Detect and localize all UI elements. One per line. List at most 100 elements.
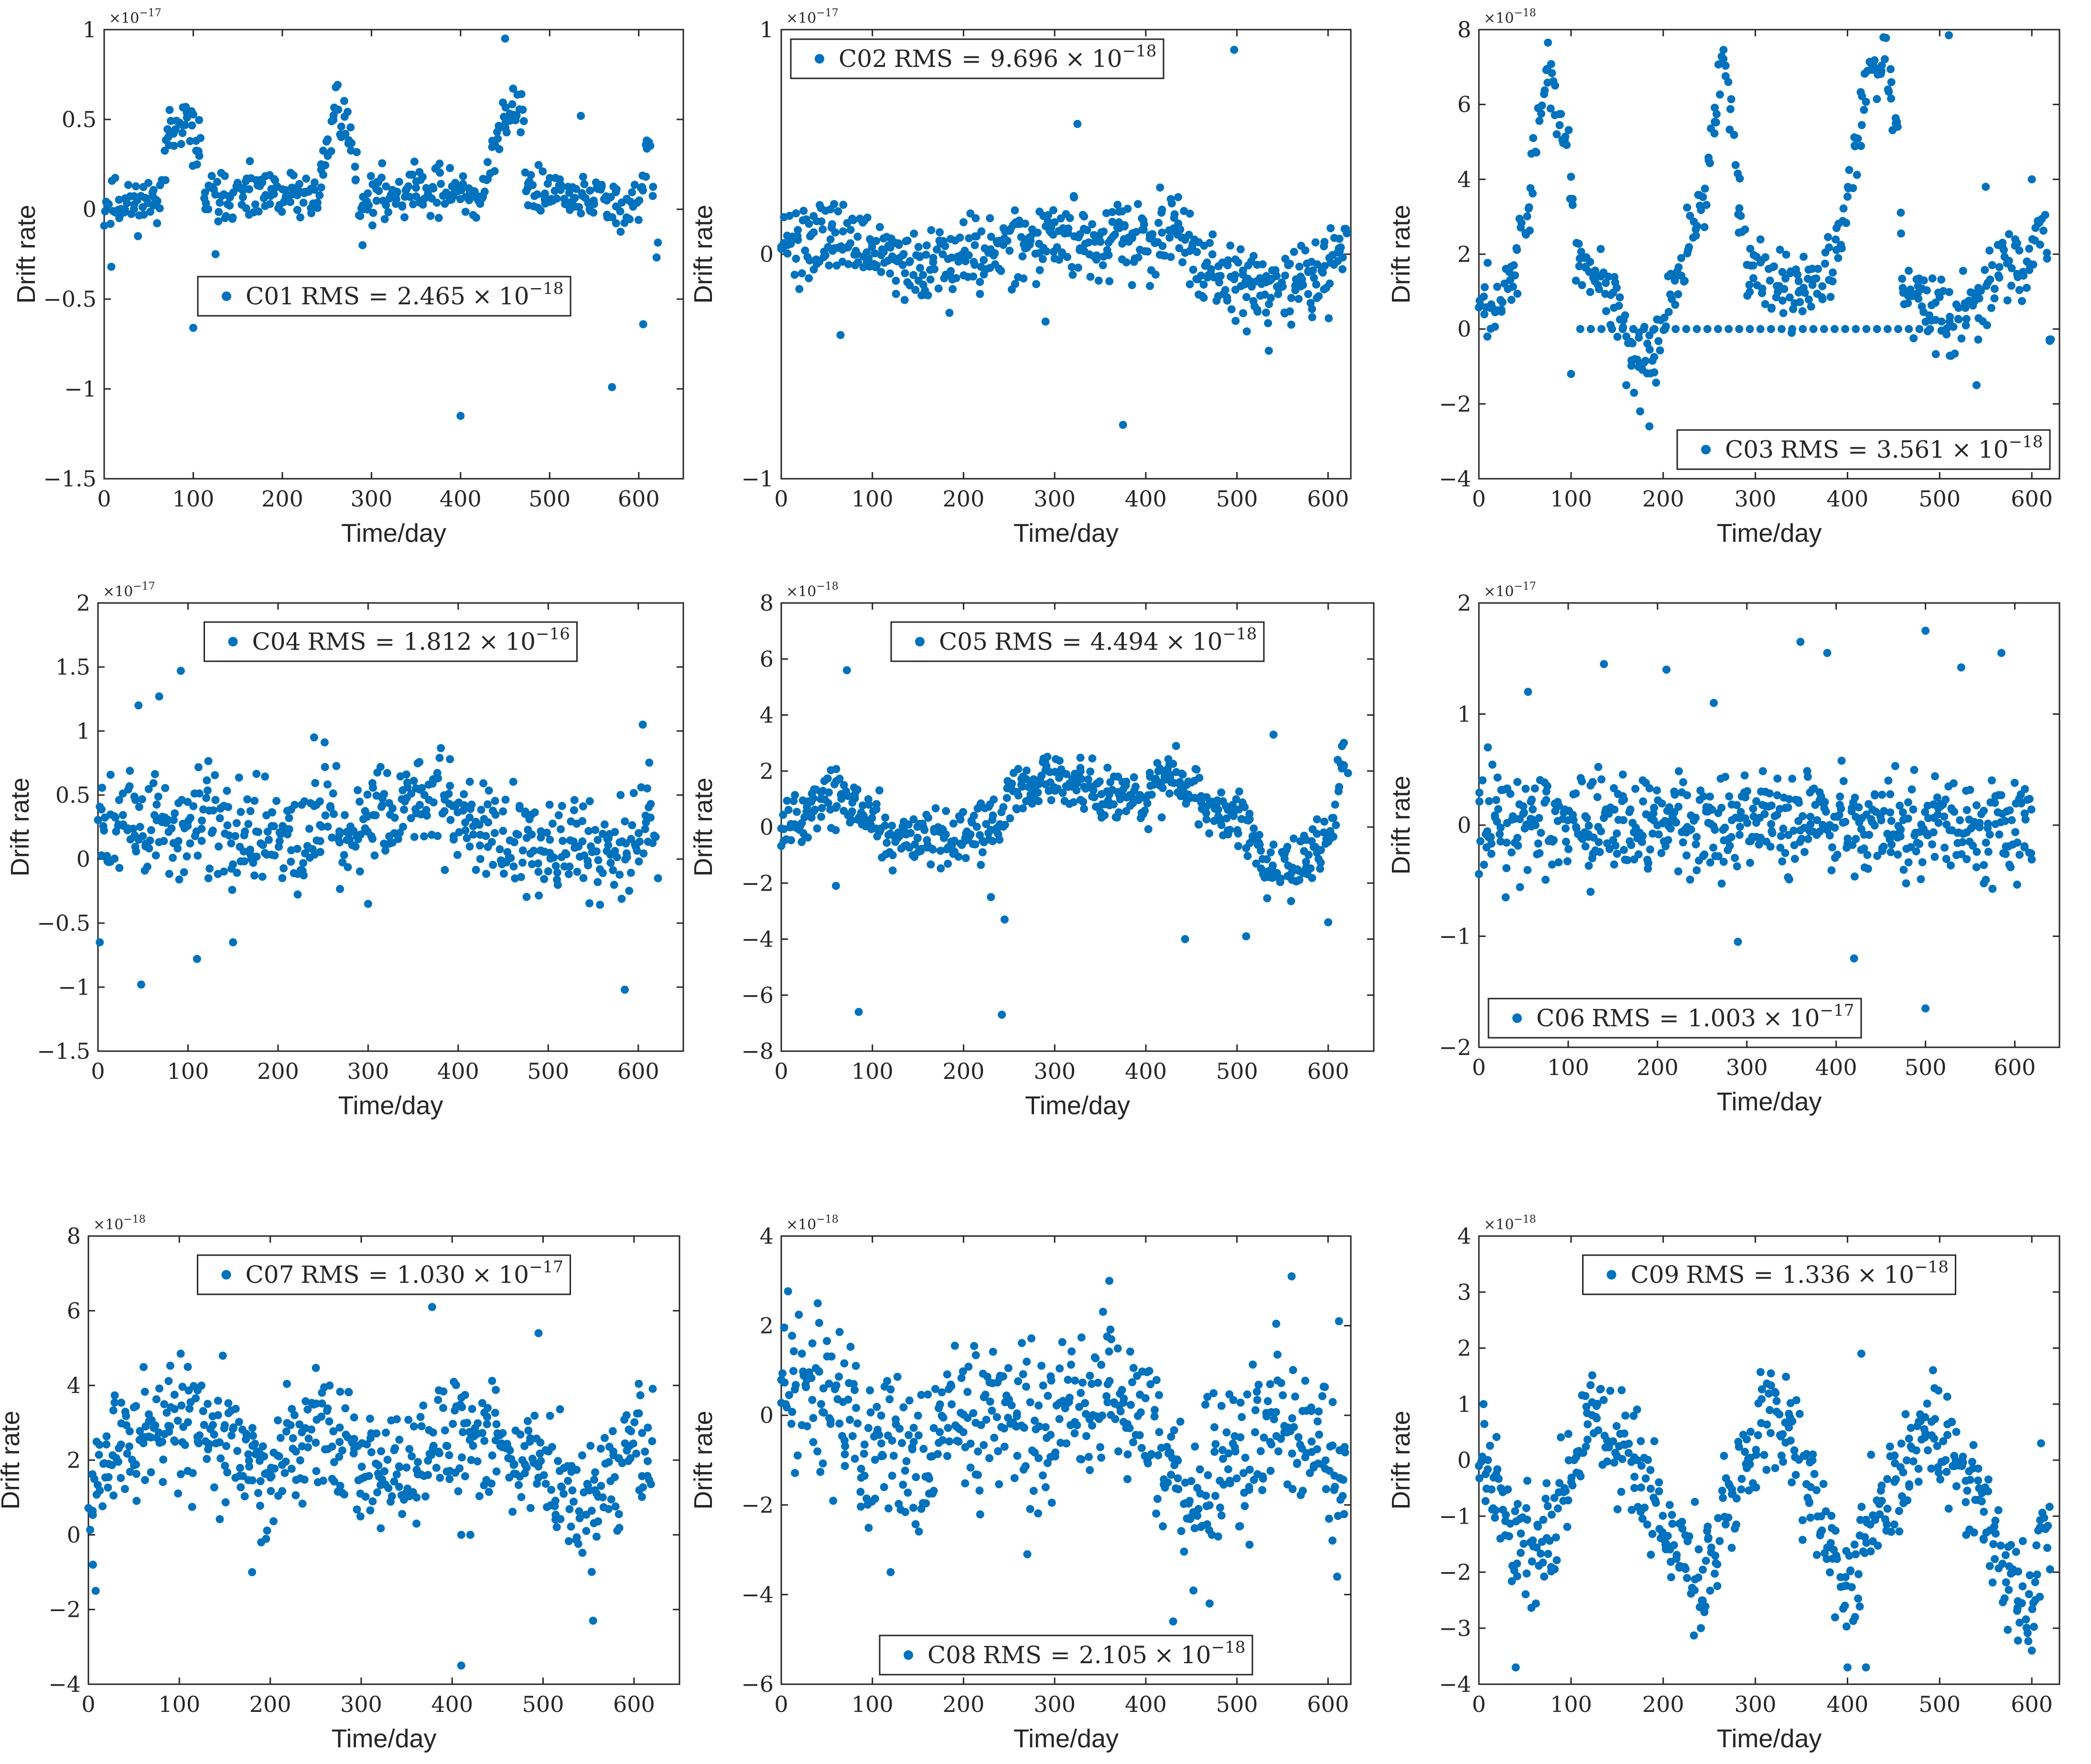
data-point: [871, 249, 879, 258]
data-point: [860, 1440, 869, 1449]
data-point: [1605, 845, 1614, 853]
data-point: [888, 821, 896, 830]
data-point: [1595, 285, 1603, 293]
legend-label: C06 RMS = 1.003 × 10−17: [1536, 1001, 1854, 1032]
data-point: [2007, 281, 2016, 290]
data-point: [1808, 265, 1817, 273]
data-point: [1272, 1408, 1280, 1417]
data-point: [540, 875, 549, 883]
data-point: [1153, 1495, 1162, 1503]
data-point: [1785, 875, 1793, 883]
data-point: [1589, 833, 1598, 842]
data-point: [188, 1469, 197, 1477]
data-point: [959, 1367, 967, 1376]
data-point: [269, 190, 278, 198]
data-point: [252, 770, 261, 778]
data-point: [410, 833, 419, 841]
data-point: [455, 828, 463, 837]
data-point: [1318, 1392, 1326, 1400]
y-tick-label: 1: [1457, 1391, 1471, 1417]
data-point: [160, 1400, 169, 1409]
data-point: [335, 1438, 344, 1446]
y-exponent-label: ×10−17: [786, 7, 839, 27]
data-point: [554, 811, 563, 819]
data-point: [544, 867, 552, 876]
data-point: [312, 1364, 320, 1372]
data-point: [564, 870, 573, 878]
data-point: [2007, 816, 2016, 825]
data-point: [1609, 784, 1618, 793]
data-point: [1652, 378, 1660, 387]
data-point: [1208, 230, 1217, 239]
data-point: [1011, 280, 1020, 288]
data-point: [220, 1421, 229, 1430]
data-point: [320, 738, 329, 747]
data-point: [391, 200, 400, 208]
data-point: [1909, 334, 1918, 343]
data-point: [832, 261, 841, 270]
data-point: [1128, 1378, 1136, 1387]
data-point: [522, 893, 531, 901]
data-point: [1483, 258, 1492, 267]
data-point: [1480, 860, 1488, 869]
data-point: [1778, 268, 1787, 276]
data-point: [936, 1428, 944, 1436]
data-point: [223, 1468, 232, 1477]
data-point: [1956, 816, 1964, 825]
data-point: [183, 797, 192, 806]
data-point: [1316, 846, 1325, 854]
data-point: [780, 1378, 789, 1387]
data-point: [1521, 785, 1530, 793]
data-point: [1123, 1475, 1132, 1484]
data-point: [325, 1381, 334, 1390]
data-point: [434, 774, 442, 783]
data-point: [966, 1463, 975, 1472]
data-point: [276, 1433, 285, 1442]
data-point: [1893, 118, 1901, 126]
data-point: [1561, 132, 1570, 141]
data-point: [366, 1506, 375, 1515]
data-point: [543, 828, 551, 837]
data-point: [488, 1377, 496, 1385]
data-point: [132, 1470, 140, 1478]
data-point: [1334, 787, 1343, 796]
data-point: [1216, 1503, 1224, 1512]
data-point: [612, 185, 621, 194]
data-point: [898, 1439, 906, 1447]
data-point: [1564, 845, 1573, 853]
data-point: [990, 1433, 999, 1442]
data-point: [888, 1436, 896, 1445]
data-point: [395, 1463, 404, 1472]
data-point: [995, 1480, 1003, 1489]
data-point: [228, 885, 237, 894]
data-point: [519, 117, 528, 125]
data-point: [1088, 1421, 1097, 1430]
data-point: [1957, 850, 1966, 859]
legend-marker: [228, 637, 238, 646]
data-point: [384, 208, 393, 216]
data-point: [107, 262, 116, 271]
data-point: [417, 1422, 426, 1431]
data-point: [594, 856, 603, 864]
data-point: [1951, 349, 1959, 358]
data-point: [386, 1497, 395, 1506]
data-point: [1915, 325, 1924, 333]
data-point: [1650, 804, 1659, 812]
data-point: [2013, 239, 2021, 247]
data-point: [180, 868, 188, 876]
data-point: [1674, 263, 1683, 271]
data-point: [978, 837, 987, 845]
data-point: [1159, 1522, 1167, 1530]
data-point: [321, 161, 330, 170]
data-point: [840, 1359, 849, 1367]
data-point: [1650, 353, 1659, 361]
data-point: [1545, 1537, 1554, 1545]
data-point: [1827, 866, 1836, 875]
data-point: [1605, 1443, 1613, 1452]
data-point: [248, 1424, 257, 1432]
data-point: [1035, 1401, 1043, 1410]
data-point: [166, 1361, 174, 1370]
data-point: [789, 1347, 798, 1355]
data-point: [321, 811, 330, 820]
y-tick-label: −8: [741, 1038, 774, 1064]
